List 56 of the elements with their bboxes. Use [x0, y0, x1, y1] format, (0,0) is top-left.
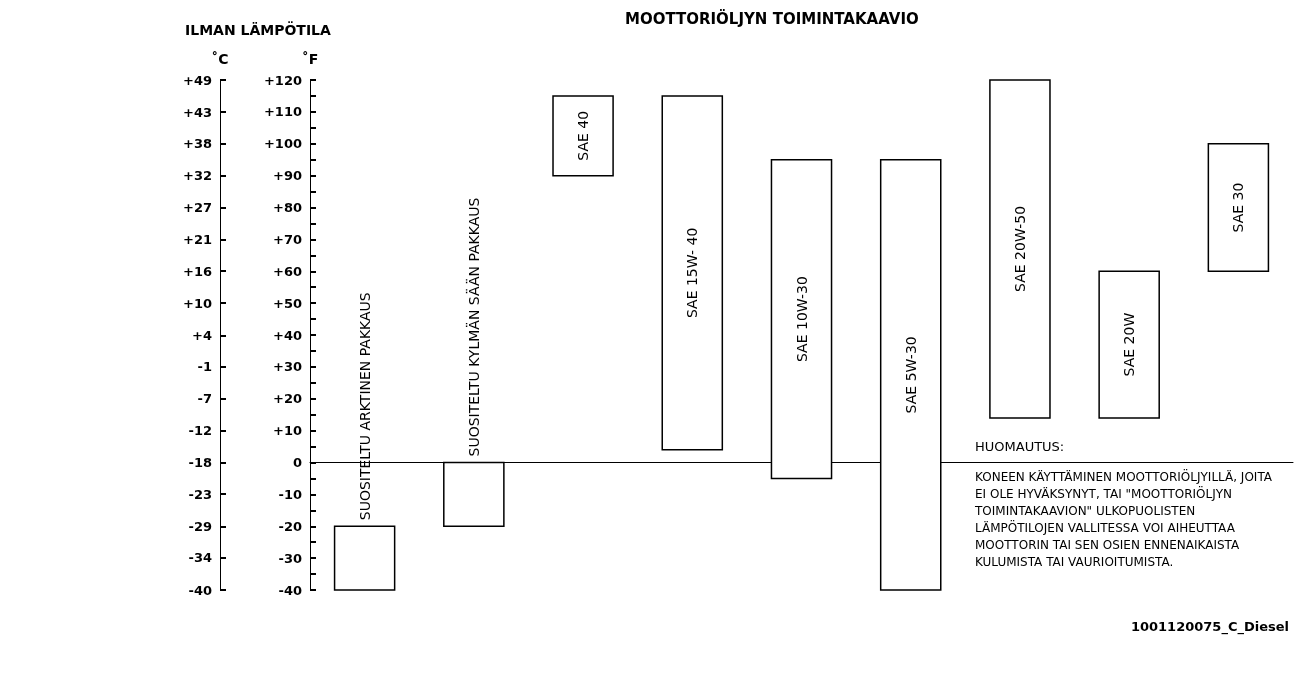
y-tick-label: +30 [273, 359, 302, 375]
y2-tick-label: -29 [188, 518, 212, 534]
y-tick-label: +90 [273, 168, 302, 184]
x-tick-label: SAE 5W-30 [902, 336, 919, 414]
y-tick-label: +120 [263, 72, 302, 88]
bar [989, 79, 1051, 419]
y-tick-label: -20 [278, 518, 302, 534]
y-tick-label: +10 [273, 423, 302, 439]
chart-title: MOOTTORIÖLJYN TOIMINTAKAAVIO [625, 8, 919, 28]
y-tick-label: -10 [278, 486, 302, 502]
y2-tick-label: -23 [188, 486, 212, 502]
y2-tick-label: +27 [183, 199, 212, 215]
y-tick-label: +50 [273, 295, 302, 311]
bar [333, 525, 396, 591]
y2-tick-label: -1 [197, 359, 212, 375]
annotation: HUOMAUTUS: [975, 439, 1065, 454]
y2-tick-label: +38 [183, 136, 212, 152]
y-axis-title: ˚F [301, 51, 319, 67]
x-tick-label: SAE 20W [1121, 312, 1138, 377]
x-tick-label: SAE 10W-30 [793, 276, 810, 363]
y-tick-label: +70 [273, 231, 302, 247]
x-tick-label: SUOSITELTU KYLMÄN SÄÄN PAKKAUS [464, 197, 482, 457]
y-tick-label: +60 [273, 263, 302, 279]
x-tick-label: SAE 40 [575, 110, 592, 161]
y-tick-label: +20 [273, 391, 302, 407]
bar [661, 95, 724, 451]
bar [552, 95, 614, 177]
y-tick-label: -30 [278, 550, 302, 566]
y2-tick-label: +16 [183, 263, 212, 279]
y-tick-label: +40 [273, 327, 302, 343]
y2-tick-label: -40 [188, 582, 212, 598]
x-tick-label: SAE 30 [1230, 182, 1247, 233]
y2-tick-label: +4 [192, 327, 212, 343]
x-tick-label: SAE 15W- 40 [684, 227, 701, 319]
y2-tick-label: -18 [188, 455, 212, 471]
chart-subtitle: ILMAN LÄMPÖTILA [185, 21, 332, 38]
y2-tick-label: +10 [183, 295, 212, 311]
y-tick-label: 0 [292, 455, 302, 470]
y-tick-label: +110 [263, 104, 302, 120]
bar [1207, 143, 1270, 272]
x-tick-label: SUOSITELTU ARKTINEN PAKKAUS [356, 292, 373, 521]
y2-tick-label: +21 [183, 231, 212, 247]
y2-tick-label: +49 [183, 72, 212, 88]
y2-tick-label: -12 [188, 423, 212, 439]
y2-axis-title: ˚C [211, 51, 229, 67]
y2-tick-label: -34 [188, 550, 212, 566]
y-tick-label: +80 [273, 200, 302, 215]
x-tick-label: SAE 20W-50 [1011, 205, 1028, 292]
y-tick-label: -40 [278, 582, 302, 598]
y2-tick-label: -7 [197, 391, 212, 407]
y2-tick-label: +43 [183, 104, 212, 120]
y-tick-label: +100 [263, 136, 302, 152]
text: 1001120075_C_Diesel [1130, 619, 1290, 635]
bar [1098, 270, 1160, 419]
y2-tick-label: +32 [183, 168, 212, 184]
annotation: KONEEN KÄYTTÄMINEN MOOTTORIÖLJYILLÄ, JOITA EI OLE HYVÄKSYNYT, TAI "MOOTTORIÖLJYN TOIMINTAKAAVION" ULKOPUOLISTEN LÄMPÖTILOJEN VALLITESSA VOI AIHEUTTAA MOOTTORIN TAI SEN OSIEN ENNENAIKAISTA KULUMISTA TAI VAURIOITUMISTA. [974, 467, 1276, 569]
